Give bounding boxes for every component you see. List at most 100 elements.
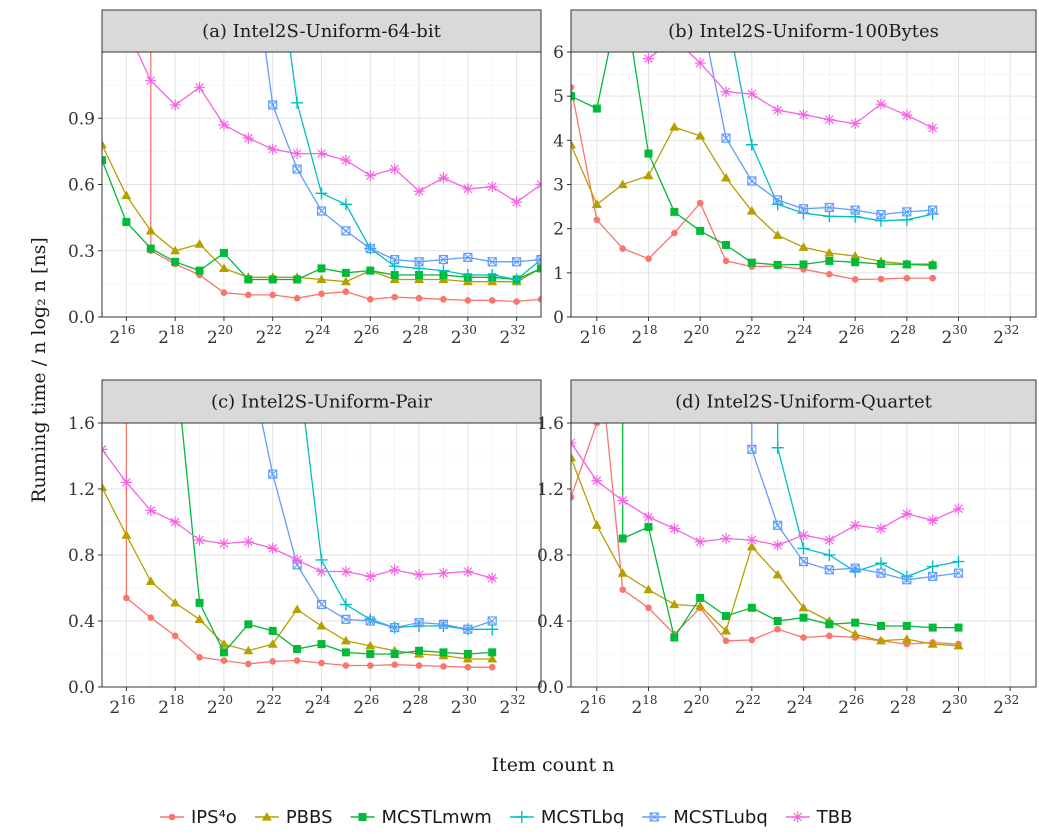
panel-strip: [570, 9, 1037, 53]
data-point: [902, 260, 911, 269]
x-tick-label: 218: [158, 693, 184, 718]
x-tick-label: 222: [256, 693, 282, 718]
data-point: [823, 534, 835, 546]
series-IPS4o: [123, 423, 496, 671]
data-point: [316, 148, 327, 160]
panel-1: (a) Intel2S-Uniform-64-bit 0.0 0.3 0.6 0.9 21…: [68, 9, 542, 348]
x-tick-label: 226: [838, 323, 864, 348]
data-point: [643, 584, 654, 594]
data-point: [825, 256, 834, 265]
data-point: [102, 139, 107, 149]
data-point: [220, 289, 228, 297]
series-line: [751, 423, 959, 581]
data-point: [513, 298, 520, 305]
data-point: [668, 523, 680, 535]
panel-title: (b) Intel2S-Uniform-100Bytes: [668, 21, 939, 42]
data-point: [875, 214, 887, 227]
data-point: [219, 248, 228, 257]
data-point: [244, 620, 253, 629]
data-point: [901, 508, 913, 520]
data-point: [462, 183, 474, 195]
x-tick-label: 224: [304, 323, 330, 348]
data-point: [242, 536, 254, 548]
x-tick-label: 228: [402, 323, 428, 348]
legend-item-IPS4o: IPS⁴o: [160, 807, 237, 828]
data-point: [145, 504, 157, 516]
data-point: [797, 542, 810, 555]
data-point: [291, 96, 304, 109]
data-point: [390, 271, 399, 280]
data-point: [537, 296, 541, 303]
data-point: [772, 569, 783, 579]
data-point: [121, 190, 132, 200]
data-point: [592, 104, 601, 113]
series-MCSTLubq: [747, 423, 964, 585]
data-point: [170, 597, 181, 607]
x-tick-label: 226: [353, 323, 379, 348]
data-point: [798, 109, 809, 121]
data-point: [902, 575, 912, 585]
data-point: [850, 629, 861, 638]
data-point: [437, 264, 450, 277]
y-tick-label: 0.8: [537, 546, 564, 566]
series-line: [708, 52, 933, 216]
data-point: [876, 209, 886, 220]
y-ticks: 0 1 2 3 4 5 6: [553, 43, 571, 328]
x-tick-label: 218: [158, 323, 184, 348]
data-point: [694, 57, 706, 69]
data-point: [486, 181, 498, 193]
series-group: [102, 423, 499, 671]
data-point: [389, 163, 401, 175]
data-point: [928, 623, 937, 632]
series-line: [181, 423, 493, 655]
x-tick-label: 222: [735, 323, 761, 348]
x-tick-label: 216: [580, 323, 606, 348]
data-point: [243, 645, 254, 655]
data-point: [121, 530, 132, 539]
legend-marker: [515, 811, 528, 823]
data-point: [340, 276, 351, 286]
data-point: [220, 657, 228, 664]
legend-label: MCSTLbq: [541, 807, 624, 828]
data-point: [798, 529, 809, 541]
data-point: [196, 654, 203, 661]
data-point: [170, 245, 181, 255]
data-point: [671, 229, 678, 237]
series-MCSTLmwm: [571, 52, 937, 270]
data-point: [195, 266, 204, 275]
data-point: [670, 207, 679, 216]
data-point: [722, 257, 730, 265]
data-point: [798, 204, 809, 214]
x-tick-label: 216: [109, 693, 135, 718]
data-point: [366, 296, 374, 303]
x-tick-label: 232: [500, 323, 526, 348]
data-point: [696, 199, 704, 207]
data-point: [390, 254, 400, 265]
data-point: [799, 613, 808, 622]
data-point: [487, 616, 497, 626]
data-point: [745, 138, 758, 151]
data-point: [851, 276, 859, 283]
data-point: [875, 523, 887, 535]
data-point: [339, 598, 352, 611]
data-point: [145, 75, 157, 87]
x-tick-label: 222: [256, 323, 282, 348]
series-group: [571, 52, 939, 283]
data-point: [194, 534, 206, 546]
data-point: [644, 522, 653, 531]
data-point: [824, 202, 834, 213]
data-point: [903, 274, 911, 282]
data-point: [798, 242, 809, 251]
data-point: [463, 252, 473, 262]
series-PBBS: [102, 482, 498, 663]
data-point: [244, 275, 253, 284]
data-point: [488, 297, 496, 304]
series-line: [289, 52, 541, 281]
data-point: [267, 639, 278, 648]
data-point: [438, 254, 449, 265]
legend-item-MCSTLmwm: MCSTLmwm: [350, 807, 492, 828]
legend-label: MCSTLmwm: [382, 807, 492, 828]
data-point: [293, 275, 302, 284]
x-tick-label: 222: [735, 693, 761, 718]
data-point: [721, 133, 731, 143]
